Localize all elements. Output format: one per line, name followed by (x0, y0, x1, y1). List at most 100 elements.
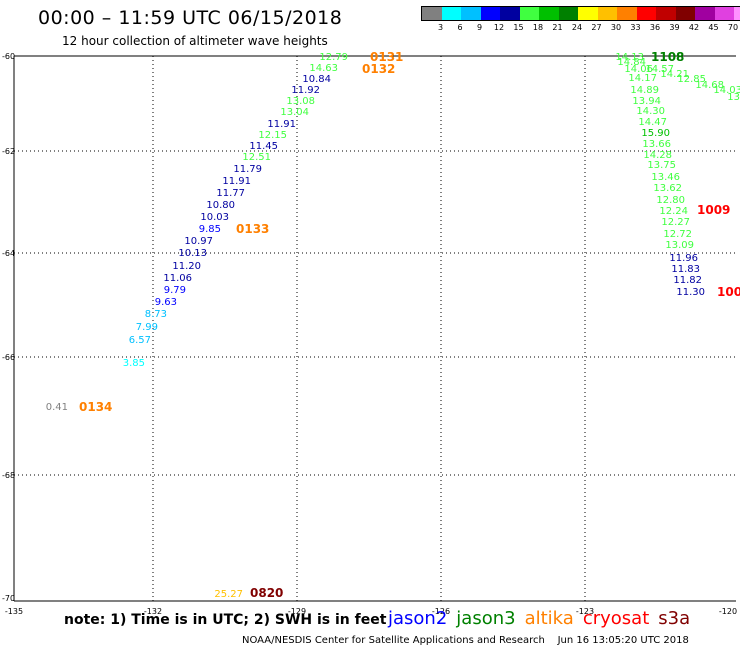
lat-axis-label: -60 (2, 52, 15, 61)
legend-swatch (441, 7, 461, 20)
lon-axis-label: -120 (719, 607, 737, 616)
swh-value-label: 13.75 (647, 160, 676, 171)
lon-axis-label: -135 (5, 607, 23, 616)
swh-value-label: 25.27 (214, 589, 243, 600)
swh-value-label: 13.62 (653, 183, 682, 194)
legend-tick-label: 45 (708, 23, 719, 32)
swh-value-label: 11.45 (249, 141, 278, 152)
swh-value-label: 11.92 (291, 85, 320, 96)
swh-value-label: 12.79 (319, 52, 348, 63)
legend-tick-label: 3 (437, 23, 444, 32)
footer: NOAA/NESDIS Center for Satellite Applica… (242, 635, 689, 646)
swh-value-label: 11.82 (673, 275, 702, 286)
swh-value-label: 11.91 (222, 176, 251, 187)
lat-axis-label: -66 (2, 353, 15, 362)
legend-swatch (500, 7, 520, 20)
satellite-name: s3a (658, 608, 691, 629)
pass-time-label: 0131 (370, 50, 403, 64)
swh-value-label: 0.41 (46, 402, 68, 413)
legend-tick-label: 42 (688, 23, 700, 32)
swh-value-label: 12.27 (661, 217, 690, 228)
legend-swatch (656, 7, 676, 20)
swh-value-label: 12.15 (258, 130, 287, 141)
swh-value-label: 11.06 (163, 273, 192, 284)
credit-text: NOAA/NESDIS Center for Satellite Applica… (242, 635, 545, 646)
map-title: 00:00 – 11:59 UTC 06/15/2018 (38, 7, 343, 29)
legend-tick-label: 12 (493, 23, 505, 32)
legend-swatch (480, 7, 500, 20)
swh-value-label: 10.80 (206, 200, 235, 211)
swh-value-label: 10.97 (184, 236, 213, 247)
legend-swatch (461, 7, 481, 20)
swh-value-label: 12.24 (659, 206, 688, 217)
legend-swatch (558, 7, 578, 20)
legend-tick-label: 36 (649, 23, 661, 32)
swh-value-label: 14.30 (636, 106, 665, 117)
lon-axis-label: -132 (144, 607, 162, 616)
lat-axis-label: -70 (2, 594, 15, 603)
swh-value-label: 11.77 (216, 188, 245, 199)
legend-swatch (675, 7, 695, 20)
swh-value-label: 12.85 (677, 74, 706, 85)
swh-value-label: 7.99 (136, 322, 158, 333)
units-note: note: 1) Time is in UTC; 2) SWH is in fe… (64, 612, 387, 628)
swh-value-label: 13.09 (665, 240, 694, 251)
legend-swatch (539, 7, 559, 20)
timestamp-text: Jun 16 13:05:20 UTC 2018 (557, 635, 689, 646)
swh-value-label: 11.83 (671, 264, 700, 275)
legend-tick-label: 30 (610, 23, 622, 32)
swh-value-label: 14.47 (638, 117, 667, 128)
legend-swatch (734, 7, 740, 20)
swh-value-label: 9.85 (199, 224, 221, 235)
swh-value-label: 13.08 (286, 96, 315, 107)
satellite-name: altika (524, 608, 574, 629)
lat-axis-label: -64 (2, 249, 15, 258)
legend-tick-label: 15 (513, 23, 524, 32)
swh-value-label: 14.21 (660, 69, 689, 80)
satellite-name: cryosat (582, 608, 650, 629)
swh-value-label: 11.91 (267, 119, 296, 130)
legend-tick-label: 39 (669, 23, 680, 32)
satellite-name: jason3 (456, 608, 516, 629)
legend-swatch (519, 7, 539, 20)
legend-tick-label: 27 (591, 23, 602, 32)
swh-value-label: 10.03 (200, 212, 229, 223)
lon-axis-label: -126 (432, 607, 450, 616)
swh-value-label: 15.90 (641, 128, 670, 139)
legend-swatch (714, 7, 734, 20)
legend-tick-label: 6 (457, 23, 463, 32)
legend-tick-label: 18 (532, 23, 544, 32)
legend-swatch (636, 7, 656, 20)
swh-value-label: 14.06 (624, 64, 653, 75)
swh-value-label: 11.30 (676, 287, 705, 298)
pass-time-label: 1108 (651, 50, 684, 64)
swh-value-label: 11.96 (669, 253, 698, 264)
legend-tick-label: 33 (630, 23, 641, 32)
legend-tick-label: 24 (571, 23, 583, 32)
swh-value-label: 13.46 (651, 172, 680, 183)
swh-value-label: 3.85 (123, 358, 145, 369)
pass-time-label: 0134 (79, 400, 112, 414)
pass-time-label: 100 (717, 285, 740, 299)
swh-value-label: 12.51 (242, 152, 271, 163)
pass-time-label: 0820 (250, 586, 283, 600)
lat-axis-label: -62 (2, 147, 15, 156)
swh-value-label: 14.13 (615, 52, 644, 63)
swh-value-label: 12.80 (656, 195, 685, 206)
swh-value-label: 14.03 (713, 85, 740, 96)
lon-axis-label: -123 (576, 607, 594, 616)
legend-swatch (695, 7, 715, 20)
swh-value-label: 11.79 (233, 164, 262, 175)
satellite-legend: jason2 jason3 altika cryosat s3a (388, 608, 699, 629)
legend-swatch (578, 7, 598, 20)
swh-value-label: 14.89 (630, 85, 659, 96)
swh-value-label: 14.17 (628, 73, 657, 84)
pass-time-label: 0132 (362, 62, 395, 76)
swh-value-label: 14.68 (695, 80, 724, 91)
legend-swatch (422, 7, 442, 20)
pass-time-label: 1009 (697, 203, 730, 217)
lat-axis-label: -68 (2, 471, 15, 480)
